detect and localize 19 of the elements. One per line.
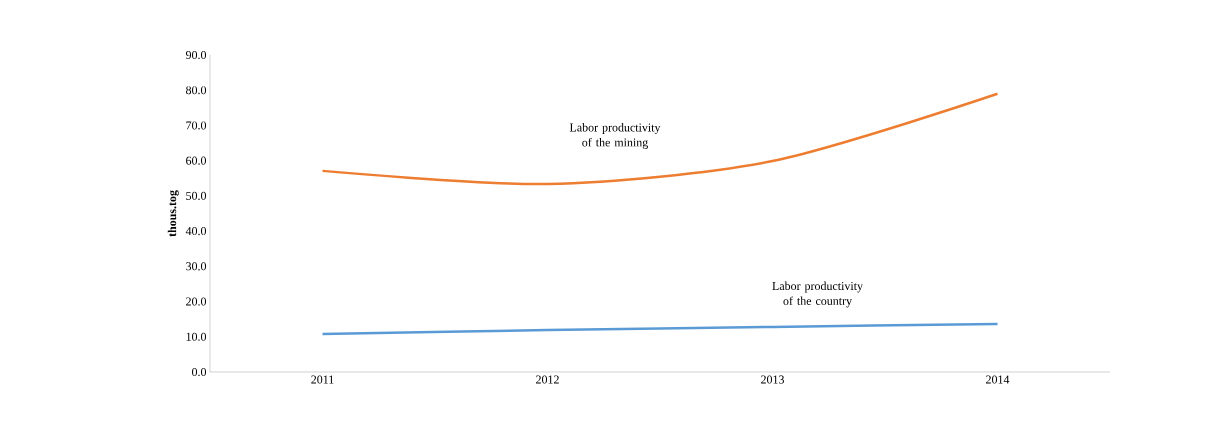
- y-tick-label: 0.0: [192, 367, 207, 377]
- line-series: [321, 92, 999, 186]
- x-tick-label: 2013: [761, 375, 784, 384]
- y-tick-label: 20.0: [186, 297, 207, 306]
- y-tick-label: 30.0: [186, 262, 207, 271]
- y-tick-label: 80.0: [186, 86, 207, 95]
- y-tick-label: 10.0: [186, 332, 207, 341]
- x-tick-label: 2014: [986, 375, 1010, 384]
- y-tick-label: 50.0: [186, 191, 207, 200]
- y-tick-label: 70.0: [186, 121, 207, 130]
- x-tick-label: 2012: [536, 375, 559, 384]
- y-tick-label: 60.0: [186, 156, 207, 165]
- x-tick-label: 2011: [311, 375, 334, 384]
- text: Labor productivity of the mining: [569, 123, 661, 149]
- series-label: Labor productivity of the country: [772, 281, 863, 308]
- y-tick-label: 90.0: [185, 50, 207, 60]
- y-axis-title: thous.tog: [167, 190, 179, 237]
- y-tick-label: 40.0: [185, 227, 207, 236]
- line-series: [321, 322, 999, 336]
